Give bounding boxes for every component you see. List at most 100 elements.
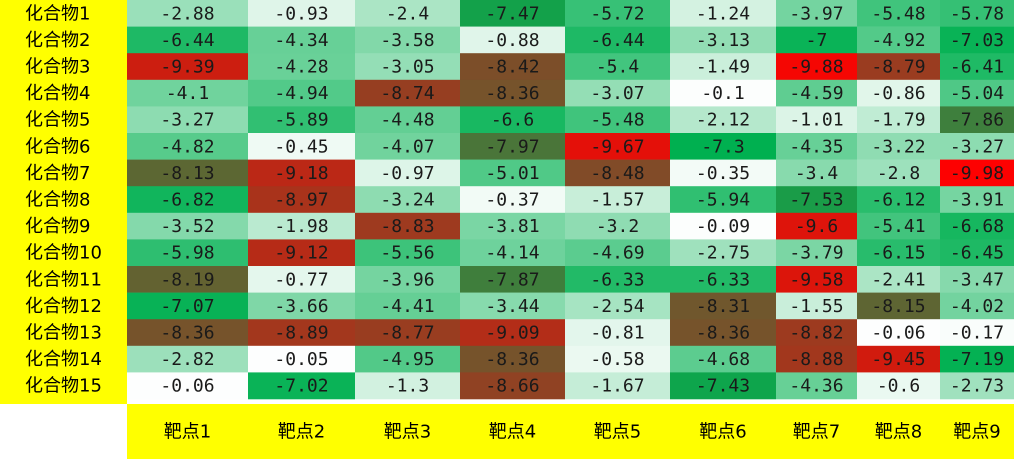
heatmap-cell	[670, 79, 776, 107]
heatmap-cell	[857, 53, 940, 81]
cell-value-label: -9.6	[795, 216, 838, 237]
heatmap-cell	[248, 319, 355, 347]
cell-value-label: -3.66	[274, 296, 328, 317]
heatmap-cell	[670, 186, 776, 214]
heatmap-cell	[127, 159, 248, 187]
heatmap-cell	[565, 372, 670, 400]
heatmap-cell	[776, 372, 857, 400]
cell-value-label: -6.41	[950, 57, 1004, 78]
cell-value-label: -8.74	[380, 83, 434, 104]
column-label: 靶点7	[793, 422, 840, 443]
heatmap-cell	[940, 186, 1014, 214]
heatmap-cell	[670, 212, 776, 240]
cell-value-label: -9.67	[590, 136, 644, 157]
cell-value-label: -0.45	[274, 136, 328, 157]
cell-value-label: -7.02	[274, 376, 328, 397]
cell-value-label: -5.56	[380, 243, 434, 264]
heatmap-cell	[127, 106, 248, 134]
cell-value-label: -8.82	[789, 323, 843, 344]
cell-value-label: -5.01	[485, 163, 539, 184]
cell-value-label: -5.41	[871, 216, 925, 237]
heatmap-cell	[127, 212, 248, 240]
row-label: 化合物6	[25, 136, 90, 157]
cell-value-label: -8.97	[274, 190, 328, 211]
heatmap-cell	[127, 372, 248, 400]
heatmap-cell	[355, 0, 460, 27]
column-label: 靶点2	[278, 422, 325, 443]
cell-value-label: -5.48	[590, 110, 644, 131]
heatmap-cell	[857, 186, 940, 214]
cell-value-label: -5.48	[871, 3, 925, 24]
cell-value-label: -9.18	[274, 163, 328, 184]
cell-value-label: -3.58	[380, 30, 434, 51]
cell-value-label: -8.36	[160, 323, 214, 344]
cell-value-label: -3.27	[950, 136, 1004, 157]
cell-value-label: -6.82	[160, 190, 214, 211]
cell-value-label: -0.1	[701, 83, 744, 104]
heatmap-cell	[776, 159, 857, 187]
column-label: 靶点6	[699, 422, 746, 443]
heatmap-cell	[857, 345, 940, 373]
cell-value-label: -8.13	[160, 163, 214, 184]
heatmap-cell	[248, 159, 355, 187]
heatmap-cell	[127, 239, 248, 267]
heatmap-cell	[857, 239, 940, 267]
heatmap-cell	[940, 0, 1014, 27]
row-label: 化合物3	[25, 57, 90, 78]
heatmap-cell	[460, 159, 565, 187]
cell-value-label: -4.35	[789, 136, 843, 157]
heatmap-cell	[248, 53, 355, 81]
cell-value-label: -7.03	[950, 30, 1004, 51]
heatmap-cell	[940, 319, 1014, 347]
cell-value-label: -0.09	[696, 216, 750, 237]
heatmap-cell	[460, 26, 565, 54]
cell-value-label: -8.15	[871, 296, 925, 317]
heatmap-cell	[776, 133, 857, 160]
cell-value-label: -4.92	[871, 30, 925, 51]
cell-value-label: -2.88	[160, 3, 214, 24]
cell-value-label: -3.96	[380, 269, 434, 290]
heatmap-cell	[248, 79, 355, 107]
cell-value-label: -2.82	[160, 349, 214, 370]
cell-value-label: -5.72	[590, 3, 644, 24]
cell-value-label: -7.07	[160, 296, 214, 317]
cell-value-label: -8.48	[590, 163, 644, 184]
cell-value-label: -1.67	[590, 376, 644, 397]
cell-value-label: -8.36	[485, 83, 539, 104]
cell-value-label: -0.81	[590, 323, 644, 344]
heatmap-cell	[857, 106, 940, 134]
heatmap-cell	[776, 53, 857, 81]
heatmap-cell	[355, 159, 460, 187]
heatmap-cell	[355, 186, 460, 214]
heatmap-cell	[565, 266, 670, 293]
cell-value-label: -6.68	[950, 216, 1004, 237]
cell-value-label: -1.79	[871, 110, 925, 131]
cell-value-label: -2.12	[696, 110, 750, 131]
heatmap-cell	[940, 106, 1014, 134]
cell-value-label: -4.41	[380, 296, 434, 317]
cell-value-label: -6.33	[696, 269, 750, 290]
row-label: 化合物13	[25, 323, 102, 344]
cell-value-label: -4.36	[789, 376, 843, 397]
heatmap-cell	[460, 106, 565, 134]
cell-value-label: -8.89	[274, 323, 328, 344]
heatmap-cell	[460, 239, 565, 267]
heatmap-cell	[940, 26, 1014, 54]
cell-value-label: -9.39	[160, 57, 214, 78]
cell-value-label: -7.87	[485, 269, 539, 290]
cell-value-label: -6.33	[590, 269, 644, 290]
cell-value-label: -9.12	[274, 243, 328, 264]
heatmap-cell	[857, 133, 940, 160]
cell-value-label: -4.07	[380, 136, 434, 157]
heatmap-cell	[565, 79, 670, 107]
cell-value-label: -1.55	[789, 296, 843, 317]
cell-value-label: -5.4	[596, 57, 639, 78]
heatmap-cell	[127, 133, 248, 160]
heatmap-cell	[940, 212, 1014, 240]
cell-value-label: -0.58	[590, 349, 644, 370]
heatmap-cell	[940, 266, 1014, 293]
heatmap-cell	[460, 79, 565, 107]
heatmap-cell	[776, 186, 857, 214]
cell-value-label: -0.06	[160, 376, 214, 397]
